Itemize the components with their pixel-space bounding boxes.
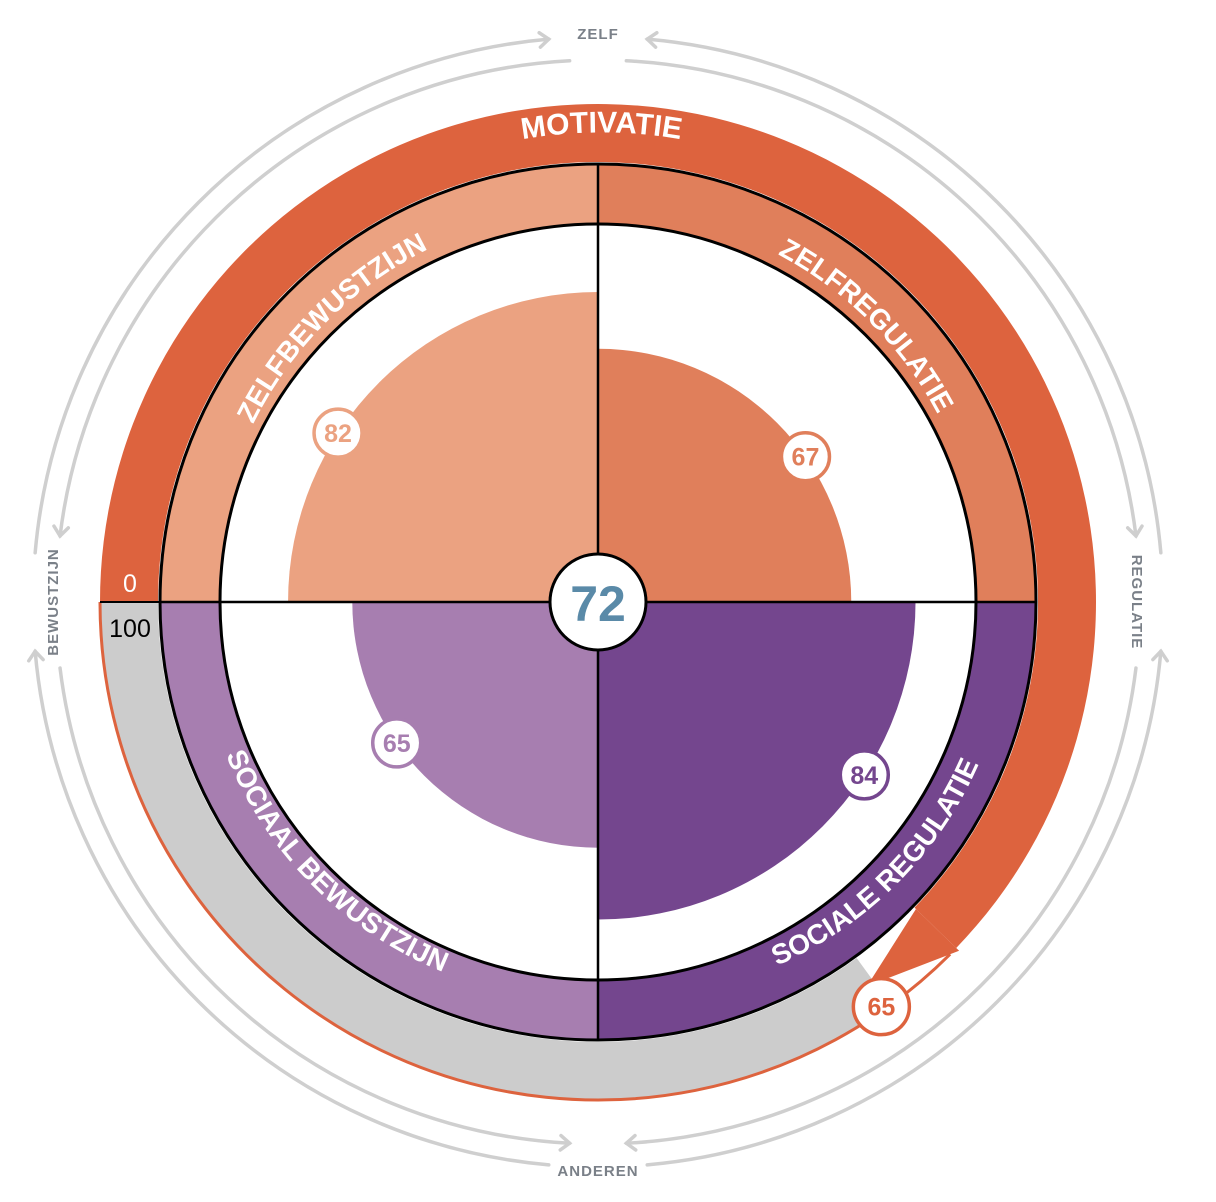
axis-label-left: BEWUSTZIJN xyxy=(45,548,62,656)
badge-value-zelfregulatie: 67 xyxy=(792,444,820,472)
badge-zelfbewustzijn xyxy=(312,407,364,459)
outer-arrow-head xyxy=(623,1133,638,1152)
axis-label-bottom: ANDEREN xyxy=(557,1163,638,1180)
outer-arrow-head xyxy=(52,524,71,539)
badge-sociale-regulatie xyxy=(838,749,891,801)
outer-arrows xyxy=(27,31,1169,1167)
axis-label-right: REGULATIE xyxy=(1128,555,1145,650)
band-sociale-regulatie xyxy=(598,602,1036,1040)
motivation-track xyxy=(100,602,891,1101)
outer-arrow-head xyxy=(1125,524,1144,539)
axis-label-top: ZELF xyxy=(577,26,619,43)
scale-min-label: 0 xyxy=(123,570,137,598)
band-sociaal-bewustzijn xyxy=(160,602,598,1040)
badge-zelfregulatie xyxy=(779,430,832,483)
outer-arrow-head xyxy=(537,31,552,49)
sector-zelfregulatie xyxy=(598,348,852,602)
outer-arrow-arc xyxy=(58,58,572,538)
outer-arrow-arc xyxy=(33,649,551,1167)
outer-arrow-arc xyxy=(33,37,551,555)
outer-arrow-head xyxy=(558,1133,573,1152)
scale-max-label: 100 xyxy=(109,615,151,643)
outer-arrow-arc xyxy=(624,666,1138,1146)
motivation-arc xyxy=(100,103,1096,948)
outer-arrow-arc xyxy=(645,37,1163,555)
center-circle xyxy=(548,552,648,652)
center-score: 72 xyxy=(570,576,626,632)
sector-sociale-regulatie xyxy=(598,602,916,920)
band-zelfbewustzijn xyxy=(160,164,598,602)
band-zelfregulatie xyxy=(598,164,1036,602)
motivation-ring: 0 100 MOTIVATIE xyxy=(98,103,1096,1102)
outer-arrow-head xyxy=(644,31,659,49)
score-sectors xyxy=(288,292,916,920)
outer-arrow-arc xyxy=(645,649,1163,1167)
badge-value-sociaal-bewustzijn: 65 xyxy=(383,730,411,758)
badge-value-sociale-regulatie: 84 xyxy=(850,762,878,790)
outer-arrow-head xyxy=(27,648,45,663)
motivation-arrow-tip xyxy=(867,909,960,987)
badge-value-zelfbewustzijn: 82 xyxy=(324,420,352,448)
sector-zelfbewustzijn xyxy=(288,292,598,602)
outer-arrow-arc xyxy=(624,58,1138,538)
badge-value-motivatie: 65 xyxy=(867,994,895,1022)
score-badges: 82 67 65 84 65 xyxy=(312,407,912,1037)
badge-sociaal-bewustzijn xyxy=(370,717,423,769)
motivation-bottom-stroke xyxy=(98,601,952,1102)
badge-motivatie xyxy=(851,976,912,1037)
outer-arrow-head xyxy=(1151,648,1169,663)
sector-sociaal-bewustzijn xyxy=(352,602,598,848)
outer-arrow-arc xyxy=(58,666,572,1146)
